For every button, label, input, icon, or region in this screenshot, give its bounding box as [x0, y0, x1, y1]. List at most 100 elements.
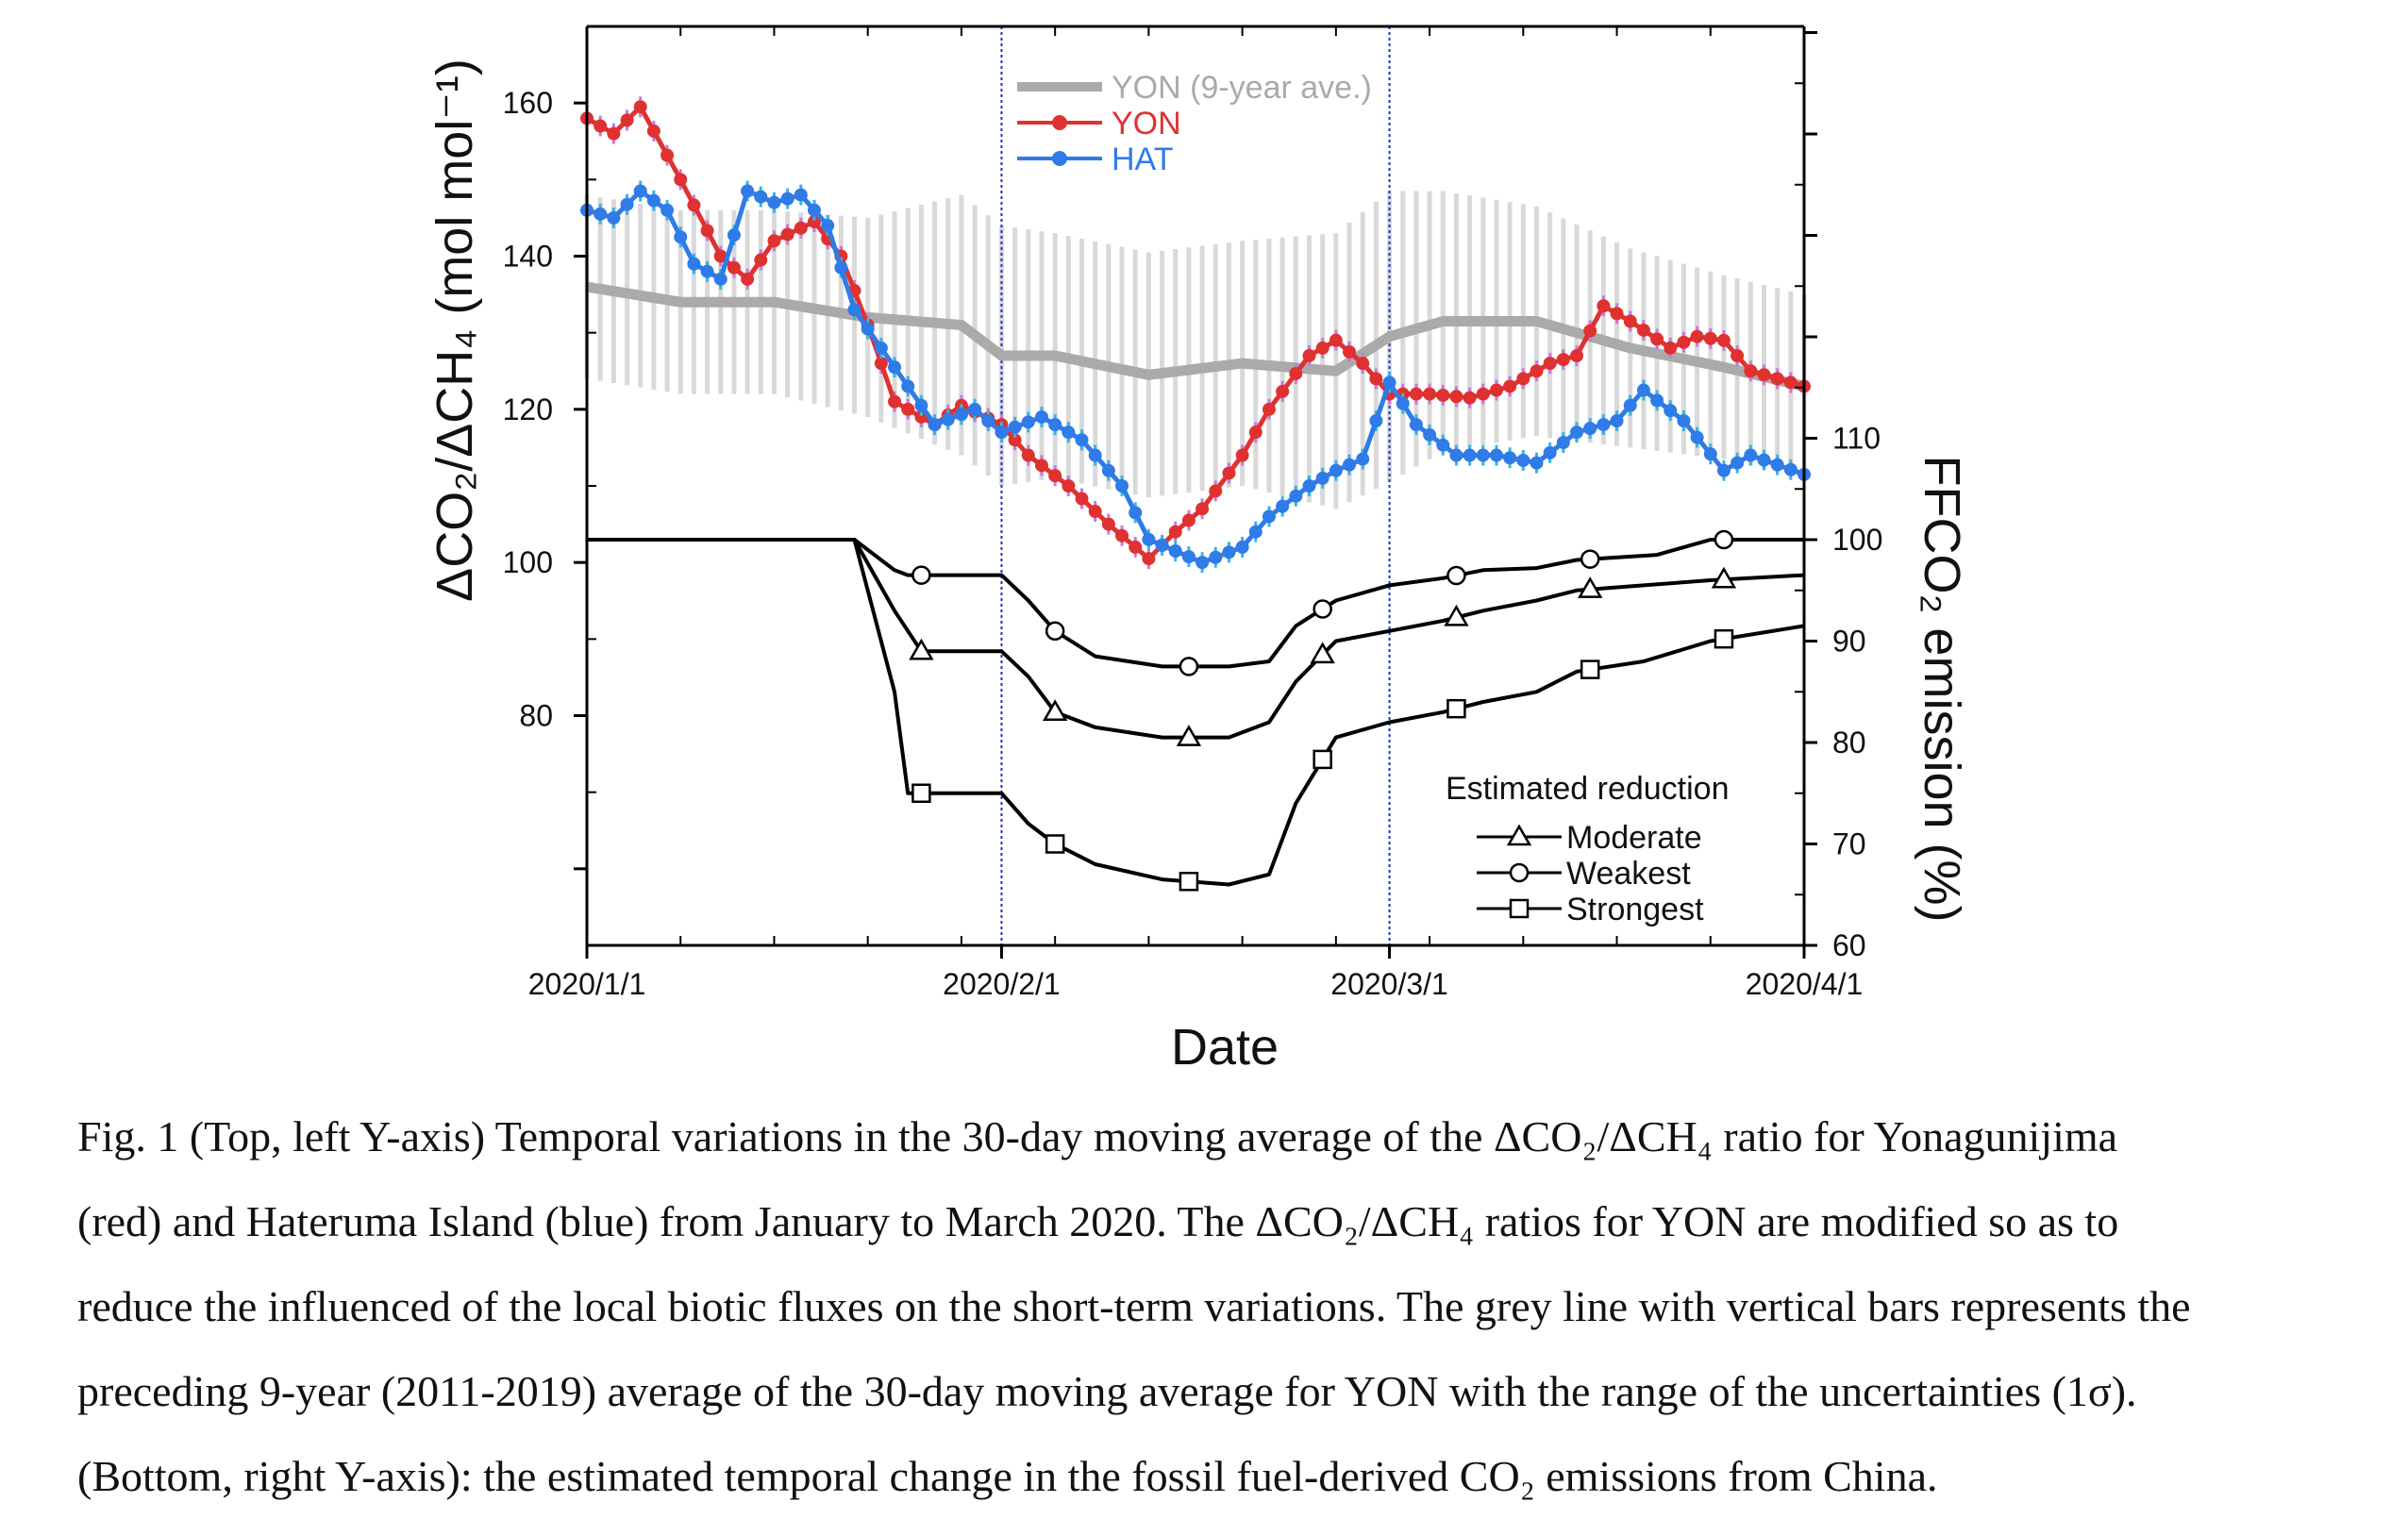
data-point — [1062, 479, 1076, 492]
data-point — [901, 379, 915, 393]
data-point — [1088, 505, 1102, 519]
data-point — [1289, 366, 1303, 380]
data-point — [1168, 543, 1182, 558]
data-point — [1008, 433, 1022, 447]
data-point — [754, 190, 768, 204]
data-point — [661, 203, 675, 217]
data-point — [1449, 390, 1463, 404]
series-lines — [580, 96, 1811, 892]
data-point — [1677, 414, 1691, 428]
data-point — [1610, 414, 1624, 428]
data-point — [1369, 414, 1383, 428]
data-point — [1436, 388, 1450, 402]
data-point — [1075, 433, 1089, 447]
caption-line: (red) and Hateruma Island (blue) from Ja… — [77, 1197, 2119, 1245]
data-point — [700, 264, 714, 278]
data-point — [633, 184, 647, 198]
data-point — [1543, 445, 1557, 459]
data-point — [1650, 393, 1664, 408]
data-point — [1248, 525, 1263, 539]
data-point — [1623, 398, 1637, 412]
data-point — [807, 214, 821, 228]
data-point — [1731, 456, 1745, 470]
data-point — [1623, 314, 1637, 328]
data-point — [1356, 357, 1370, 371]
data-point — [780, 227, 794, 242]
data-point — [1329, 463, 1343, 477]
figure: 2020/1/1 2020/2/1 2020/3/1 2020/4/1 80 100 120… — [426, 25, 1970, 1076]
data-point — [1770, 372, 1784, 386]
data-point — [794, 188, 808, 202]
right-tick-label: 80 — [1832, 726, 1866, 760]
data-point — [1530, 364, 1544, 378]
data-point — [1757, 453, 1771, 467]
caption-line: Fig. 1 (Top, left Y-axis) Temporal varia… — [77, 1112, 2118, 1160]
data-point — [888, 360, 902, 375]
data-point — [954, 408, 968, 422]
data-point — [1489, 383, 1503, 397]
circle-marker — [1179, 657, 1199, 676]
series-moderate — [587, 538, 1805, 746]
data-point — [821, 219, 835, 233]
data-point — [1181, 550, 1196, 564]
right-y-axis-title: FFCO₂ emission (%) — [1914, 456, 1970, 923]
square-marker — [911, 783, 931, 803]
data-point — [1597, 418, 1611, 432]
legend-label-hat: HAT — [1112, 142, 1173, 177]
data-point — [687, 198, 701, 212]
data-point — [1129, 506, 1143, 520]
data-point — [1021, 415, 1035, 429]
legend-title: Estimated reduction — [1446, 771, 1730, 807]
legend-label-weakest: Weakest — [1566, 856, 1691, 892]
triangle-marker — [1506, 824, 1532, 846]
data-point — [1783, 376, 1798, 390]
left-y-axis-title: ΔCO₂/ΔCH₄ (mol mol⁻¹) — [426, 58, 483, 602]
data-point — [1356, 452, 1370, 466]
data-point — [861, 322, 875, 336]
data-point — [1315, 471, 1329, 485]
data-point — [1062, 426, 1076, 440]
data-point — [1409, 418, 1423, 432]
left-tick-label: 120 — [503, 392, 553, 426]
data-point — [1636, 383, 1650, 397]
series-line-weakest — [587, 538, 1804, 669]
data-point — [995, 426, 1009, 440]
x-tick-label: 2020/3/1 — [1330, 967, 1448, 1001]
data-point — [646, 193, 661, 208]
x-axis-title: Date — [1171, 1019, 1279, 1076]
square-marker — [1179, 872, 1199, 892]
data-point — [674, 230, 688, 244]
data-point — [767, 234, 781, 248]
data-point — [1276, 499, 1290, 513]
data-point — [1716, 463, 1731, 477]
data-point — [1731, 349, 1745, 363]
data-point — [1409, 387, 1423, 401]
data-point — [1369, 372, 1383, 386]
data-point — [1048, 469, 1062, 483]
data-point — [1396, 396, 1410, 410]
square-marker — [1580, 659, 1600, 679]
data-point — [1101, 463, 1115, 477]
data-point — [1530, 456, 1544, 470]
data-point — [607, 126, 621, 141]
data-point — [1690, 430, 1704, 444]
series-line-yon — [585, 103, 1805, 562]
data-point — [847, 303, 861, 317]
data-point — [968, 402, 982, 416]
data-point — [594, 119, 608, 133]
left-tick-label: 80 — [519, 699, 553, 733]
data-point — [633, 100, 647, 114]
data-point — [1034, 459, 1048, 473]
data-point — [1636, 323, 1650, 337]
figure-caption: Fig. 1 (Top, left Y-axis) Temporal varia… — [77, 1094, 2342, 1519]
data-point — [1543, 357, 1557, 371]
data-point — [901, 402, 915, 416]
data-point — [594, 207, 608, 221]
left-tick-label: 160 — [503, 86, 553, 120]
data-point — [687, 257, 701, 271]
data-point — [1343, 458, 1357, 472]
circle-marker — [1313, 599, 1332, 619]
data-point — [1129, 540, 1143, 554]
data-point — [1115, 479, 1129, 492]
